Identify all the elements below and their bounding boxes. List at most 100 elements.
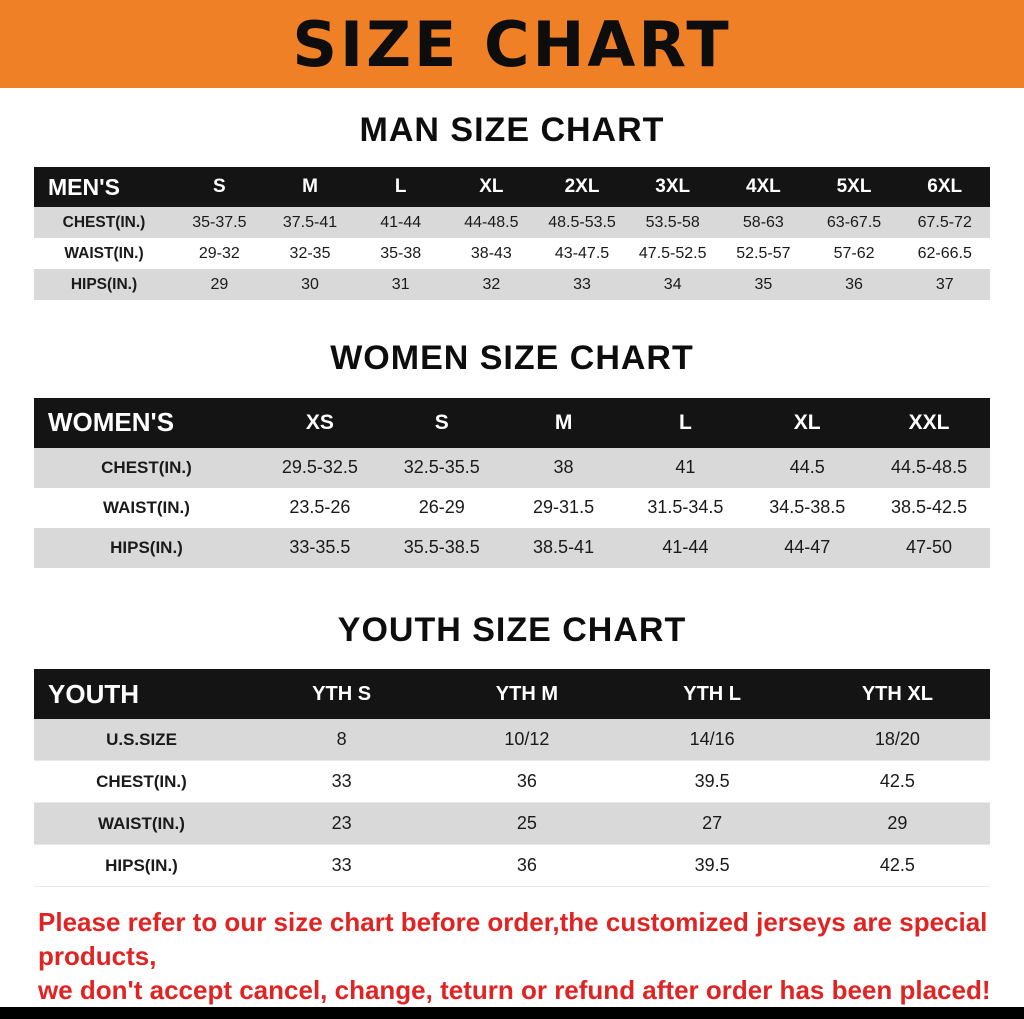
women-section-heading: WOMEN SIZE CHART bbox=[330, 339, 694, 378]
table-row: WAIST(IN.) 23 25 27 29 bbox=[34, 803, 990, 846]
size-value: 62-66.5 bbox=[917, 244, 972, 262]
size-value: 32.5-35.5 bbox=[403, 457, 480, 478]
note-line-1: Please refer to our size chart before or… bbox=[38, 907, 988, 972]
table-label: WOMEN'S bbox=[48, 407, 175, 438]
women-size-table: WOMEN'S XS S M L XL XXL CHEST(IN.) 29.5-32.5 32.5… bbox=[34, 397, 990, 568]
size-value: 18/20 bbox=[874, 729, 920, 750]
men-section-heading: MAN SIZE CHART bbox=[359, 111, 665, 149]
row-label: HIPS(IN.) bbox=[110, 537, 183, 557]
size-value: 44-47 bbox=[784, 537, 831, 558]
size-value: 37 bbox=[935, 275, 954, 293]
size-value: 47-50 bbox=[906, 537, 953, 558]
size-value: 26-29 bbox=[418, 497, 465, 518]
section-youth: YOUTH SIZE CHART YOUTH YTH S YTH M YTH L YTH… bbox=[0, 568, 1024, 888]
bottom-bar bbox=[0, 1007, 1024, 1019]
row-label: CHEST(IN.) bbox=[62, 213, 146, 231]
size-value: 41-44 bbox=[380, 213, 422, 231]
table-label: YOUTH bbox=[48, 678, 139, 709]
men-size-table: MEN'S S M L XL 2XL 3XL 4XL 5XL 6XL CHEST(IN.) 35-37… bbox=[34, 167, 990, 301]
size-value: 35-37.5 bbox=[192, 213, 247, 231]
size-value: 44-48.5 bbox=[464, 213, 519, 231]
size-value: 58-63 bbox=[742, 213, 784, 231]
size-value: 43-47.5 bbox=[554, 244, 610, 262]
size-value: 42.5 bbox=[879, 771, 915, 792]
size-value: 33 bbox=[331, 771, 352, 792]
size-value: 29 bbox=[210, 275, 229, 293]
size-value: 48.5-53.5 bbox=[548, 213, 616, 231]
row-label: WAIST(IN.) bbox=[98, 813, 185, 833]
row-label: HIPS(IN.) bbox=[70, 275, 138, 293]
youth-size-table: YOUTH YTH S YTH M YTH L YTH XL U.S.SIZE 8 10/12… bbox=[34, 669, 990, 888]
size-value: 42.5 bbox=[879, 855, 915, 876]
table-row: WAIST(IN.) 29-32 32-35 35-38 38-43 43-47.5 47.… bbox=[34, 238, 990, 270]
page-title: SIZE CHART bbox=[292, 7, 732, 81]
table-row: HIPS(IN.) 33-35.5 35.5-38.5 38.5-41 41-44 44-… bbox=[34, 527, 990, 568]
size-value: 38 bbox=[553, 457, 574, 478]
size-value: 29.5-32.5 bbox=[281, 457, 358, 478]
column-header: YTH L bbox=[683, 682, 742, 705]
size-value: 33-35.5 bbox=[289, 537, 351, 558]
size-value: 29 bbox=[887, 813, 908, 834]
banner: SIZE CHART bbox=[0, 0, 1024, 88]
size-value: 38.5-41 bbox=[533, 537, 595, 558]
size-value: 44.5-48.5 bbox=[891, 457, 968, 478]
column-header: M bbox=[302, 176, 318, 198]
size-value: 10/12 bbox=[504, 729, 550, 750]
table-row: CHEST(IN.) 29.5-32.5 32.5-35.5 38 41 44.5 44.5… bbox=[34, 447, 990, 488]
size-value: 36 bbox=[516, 855, 537, 876]
size-value: 34.5-38.5 bbox=[769, 497, 846, 518]
table-row: CHEST(IN.) 35-37.5 37.5-41 41-44 44-48.5 48.5… bbox=[34, 207, 990, 239]
column-header: XL bbox=[793, 410, 821, 434]
size-value: 31 bbox=[391, 275, 410, 293]
column-header: XS bbox=[305, 410, 334, 434]
size-value: 38-43 bbox=[470, 244, 512, 262]
column-header: YTH S bbox=[312, 682, 372, 705]
size-value: 37.5-41 bbox=[282, 213, 338, 231]
size-value: 34 bbox=[663, 275, 682, 293]
table-row: U.S.SIZE 8 10/12 14/16 18/20 bbox=[34, 719, 990, 762]
footer-note: Please refer to our size chart before or… bbox=[0, 905, 1024, 1007]
column-header: M bbox=[554, 410, 573, 434]
size-value: 38.5-42.5 bbox=[891, 497, 968, 518]
row-label: CHEST(IN.) bbox=[96, 771, 187, 791]
table-row: WAIST(IN.) 23.5-26 26-29 29-31.5 31.5-34.5 34… bbox=[34, 487, 990, 528]
column-header: L bbox=[678, 410, 692, 434]
row-label: WAIST(IN.) bbox=[103, 497, 190, 517]
table-row: HIPS(IN.) 29 30 31 32 33 34 35 36 37 bbox=[34, 269, 990, 301]
size-value: 35 bbox=[754, 275, 773, 293]
row-label: WAIST(IN.) bbox=[64, 244, 144, 262]
column-header: S bbox=[434, 410, 449, 434]
size-value: 57-62 bbox=[833, 244, 875, 262]
table-header-row: MEN'S S M L XL 2XL 3XL 4XL 5XL 6XL bbox=[34, 167, 990, 208]
column-header: 6XL bbox=[927, 176, 963, 198]
size-value: 39.5 bbox=[694, 855, 730, 876]
column-header: XL bbox=[479, 176, 504, 198]
note-line-2: we don't accept cancel, change, teturn o… bbox=[38, 975, 991, 1006]
size-value: 29-32 bbox=[198, 244, 240, 262]
size-value: 41 bbox=[675, 457, 696, 478]
size-value: 33 bbox=[573, 275, 591, 293]
size-value: 32 bbox=[482, 275, 501, 293]
row-label: U.S.SIZE bbox=[106, 729, 177, 749]
column-header: 5XL bbox=[836, 176, 872, 198]
size-value: 30 bbox=[301, 275, 319, 293]
section-men: MAN SIZE CHART MEN'S S M L XL 2XL 3XL 4XL 5XL 6XL… bbox=[0, 88, 1024, 301]
column-header: YTH M bbox=[495, 682, 558, 705]
size-value: 35-38 bbox=[380, 244, 422, 262]
size-value: 63-67.5 bbox=[826, 213, 882, 231]
size-value: 35.5-38.5 bbox=[403, 537, 480, 558]
column-header: XXL bbox=[908, 410, 950, 434]
section-women: WOMEN SIZE CHART WOMEN'S XS S M L XL XXL CHEST(… bbox=[0, 300, 1024, 568]
size-value: 36 bbox=[516, 771, 537, 792]
row-label: CHEST(IN.) bbox=[101, 457, 192, 477]
table-header-row: WOMEN'S XS S M L XL XXL bbox=[34, 397, 990, 448]
size-value: 67.5-72 bbox=[917, 213, 972, 231]
table-row: CHEST(IN.) 33 36 39.5 42.5 bbox=[34, 761, 990, 804]
table-header-row: YOUTH YTH S YTH M YTH L YTH XL bbox=[34, 669, 990, 720]
column-header: 3XL bbox=[655, 176, 691, 198]
size-value: 8 bbox=[336, 729, 347, 750]
size-value: 27 bbox=[702, 813, 723, 834]
size-value: 32-35 bbox=[289, 244, 331, 262]
column-header: L bbox=[394, 176, 407, 198]
